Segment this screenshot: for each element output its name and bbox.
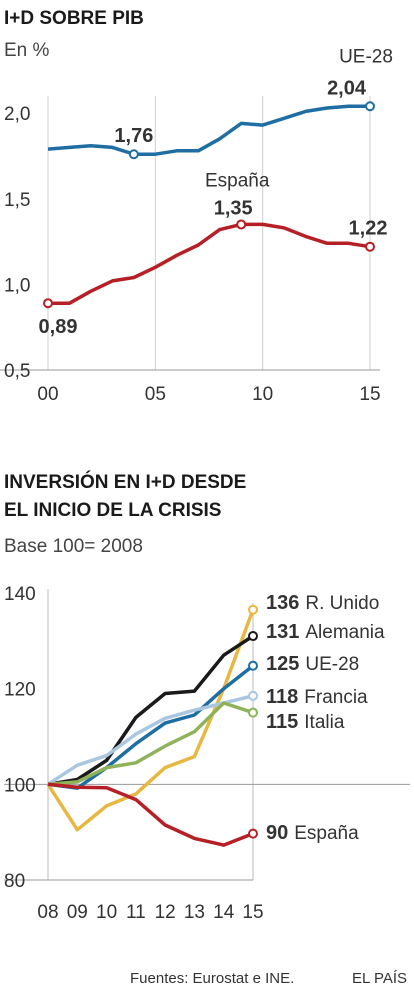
chart1-ue28-value-label: 2,04	[327, 77, 367, 99]
chart2-series-end-marker	[248, 604, 258, 615]
chart1-espana-marker	[236, 219, 247, 230]
chart1-series-ue28-line	[47, 104, 370, 156]
chart1-espana-value-label: 1,35	[214, 197, 253, 219]
chart1-xtick-label: 05	[145, 384, 166, 405]
chart1-espana-value-label: 0,89	[39, 316, 78, 338]
chart2-series-line	[46, 609, 255, 832]
chart1-ue28-value-label: 1,76	[114, 125, 153, 147]
chart2-title-line2: EL INICIO DE LA CRISIS	[4, 500, 221, 521]
chart2-subtitle: Base 100= 2008	[4, 536, 143, 557]
chart1-xtick-label: 10	[252, 384, 273, 405]
chart2-end-label: 125 UE-28	[266, 653, 359, 675]
chart2-xtick-label: 10	[96, 902, 117, 923]
chart2-xtick-label: 12	[155, 902, 176, 923]
chart2-ytick-label: 80	[4, 871, 25, 892]
chart1-subtitle: En %	[4, 40, 50, 61]
chart2-xtick-label: 09	[67, 902, 88, 923]
chart2-plot: 80 100 120 140 08 09 10 11 12 13 14 15 136 R. Unido 13…	[4, 584, 410, 923]
chart1-plot: 0,5 1,0 1,5 2,0 00 05 10 15 UE-28 2,04 1,76 España 1…	[0, 46, 393, 405]
chart2-series-end-marker	[248, 707, 258, 718]
chart1-espana-marker	[365, 241, 375, 252]
chart2-series-line	[47, 634, 254, 787]
chart1-series-ue28-name: UE-28	[339, 46, 393, 67]
chart2-end-label: 115 Italia	[266, 711, 345, 733]
chart1-xtick-label: 00	[37, 384, 58, 405]
chart2-series-end-marker	[248, 631, 258, 642]
footer-brand: EL PAÍS	[352, 970, 407, 987]
chart2-end-label: 118 Francia	[266, 686, 368, 708]
chart2-xtick-label: 11	[126, 902, 146, 923]
chart1-ytick-label: 1,0	[4, 275, 30, 296]
chart2-xtick-label: 14	[213, 902, 235, 923]
chart1-series-espana-name: España	[205, 170, 270, 191]
chart2-series-end-marker	[248, 660, 258, 671]
chart1-espana-value-label: 1,22	[349, 218, 388, 240]
chart2-ytick-label: 100	[4, 775, 36, 796]
chart1-ue28-marker	[365, 101, 375, 112]
chart1-ytick-label: 1,5	[4, 190, 30, 211]
chart2-series-line	[47, 701, 254, 787]
chart2-series-line	[47, 782, 254, 847]
chart1-title: I+D SOBRE PIB	[4, 8, 144, 29]
footer-sources: Fuentes: Eurostat e INE.	[130, 970, 294, 987]
chart2-series-end-marker	[248, 690, 258, 701]
chart2-title-line1: INVERSIÓN EN I+D DESDE	[4, 471, 246, 493]
chart2-series-end-marker	[248, 828, 258, 839]
chart1-series-espana-line	[48, 222, 371, 305]
chart2-xtick-label: 13	[184, 902, 205, 923]
chart1-ytick-label: 2,0	[4, 104, 30, 125]
chart2-end-label: 90 España	[266, 822, 359, 844]
chart2-xtick-label: 08	[37, 902, 58, 923]
chart2-ytick-label: 140	[4, 584, 36, 605]
chart2-end-label: 131 Alemania	[266, 621, 385, 643]
chart1-ue28-marker	[128, 149, 139, 160]
chart1-espana-marker	[43, 298, 53, 309]
chart2-xtick-label: 15	[242, 902, 263, 923]
chart1-ytick-label: 0,5	[4, 361, 30, 382]
chart1-xtick-label: 15	[359, 384, 380, 405]
chart2-end-label: 136 R. Unido	[266, 592, 379, 614]
chart2-series-line	[47, 664, 255, 790]
chart2-series-line	[47, 694, 254, 786]
chart2-ytick-label: 120	[4, 680, 36, 701]
